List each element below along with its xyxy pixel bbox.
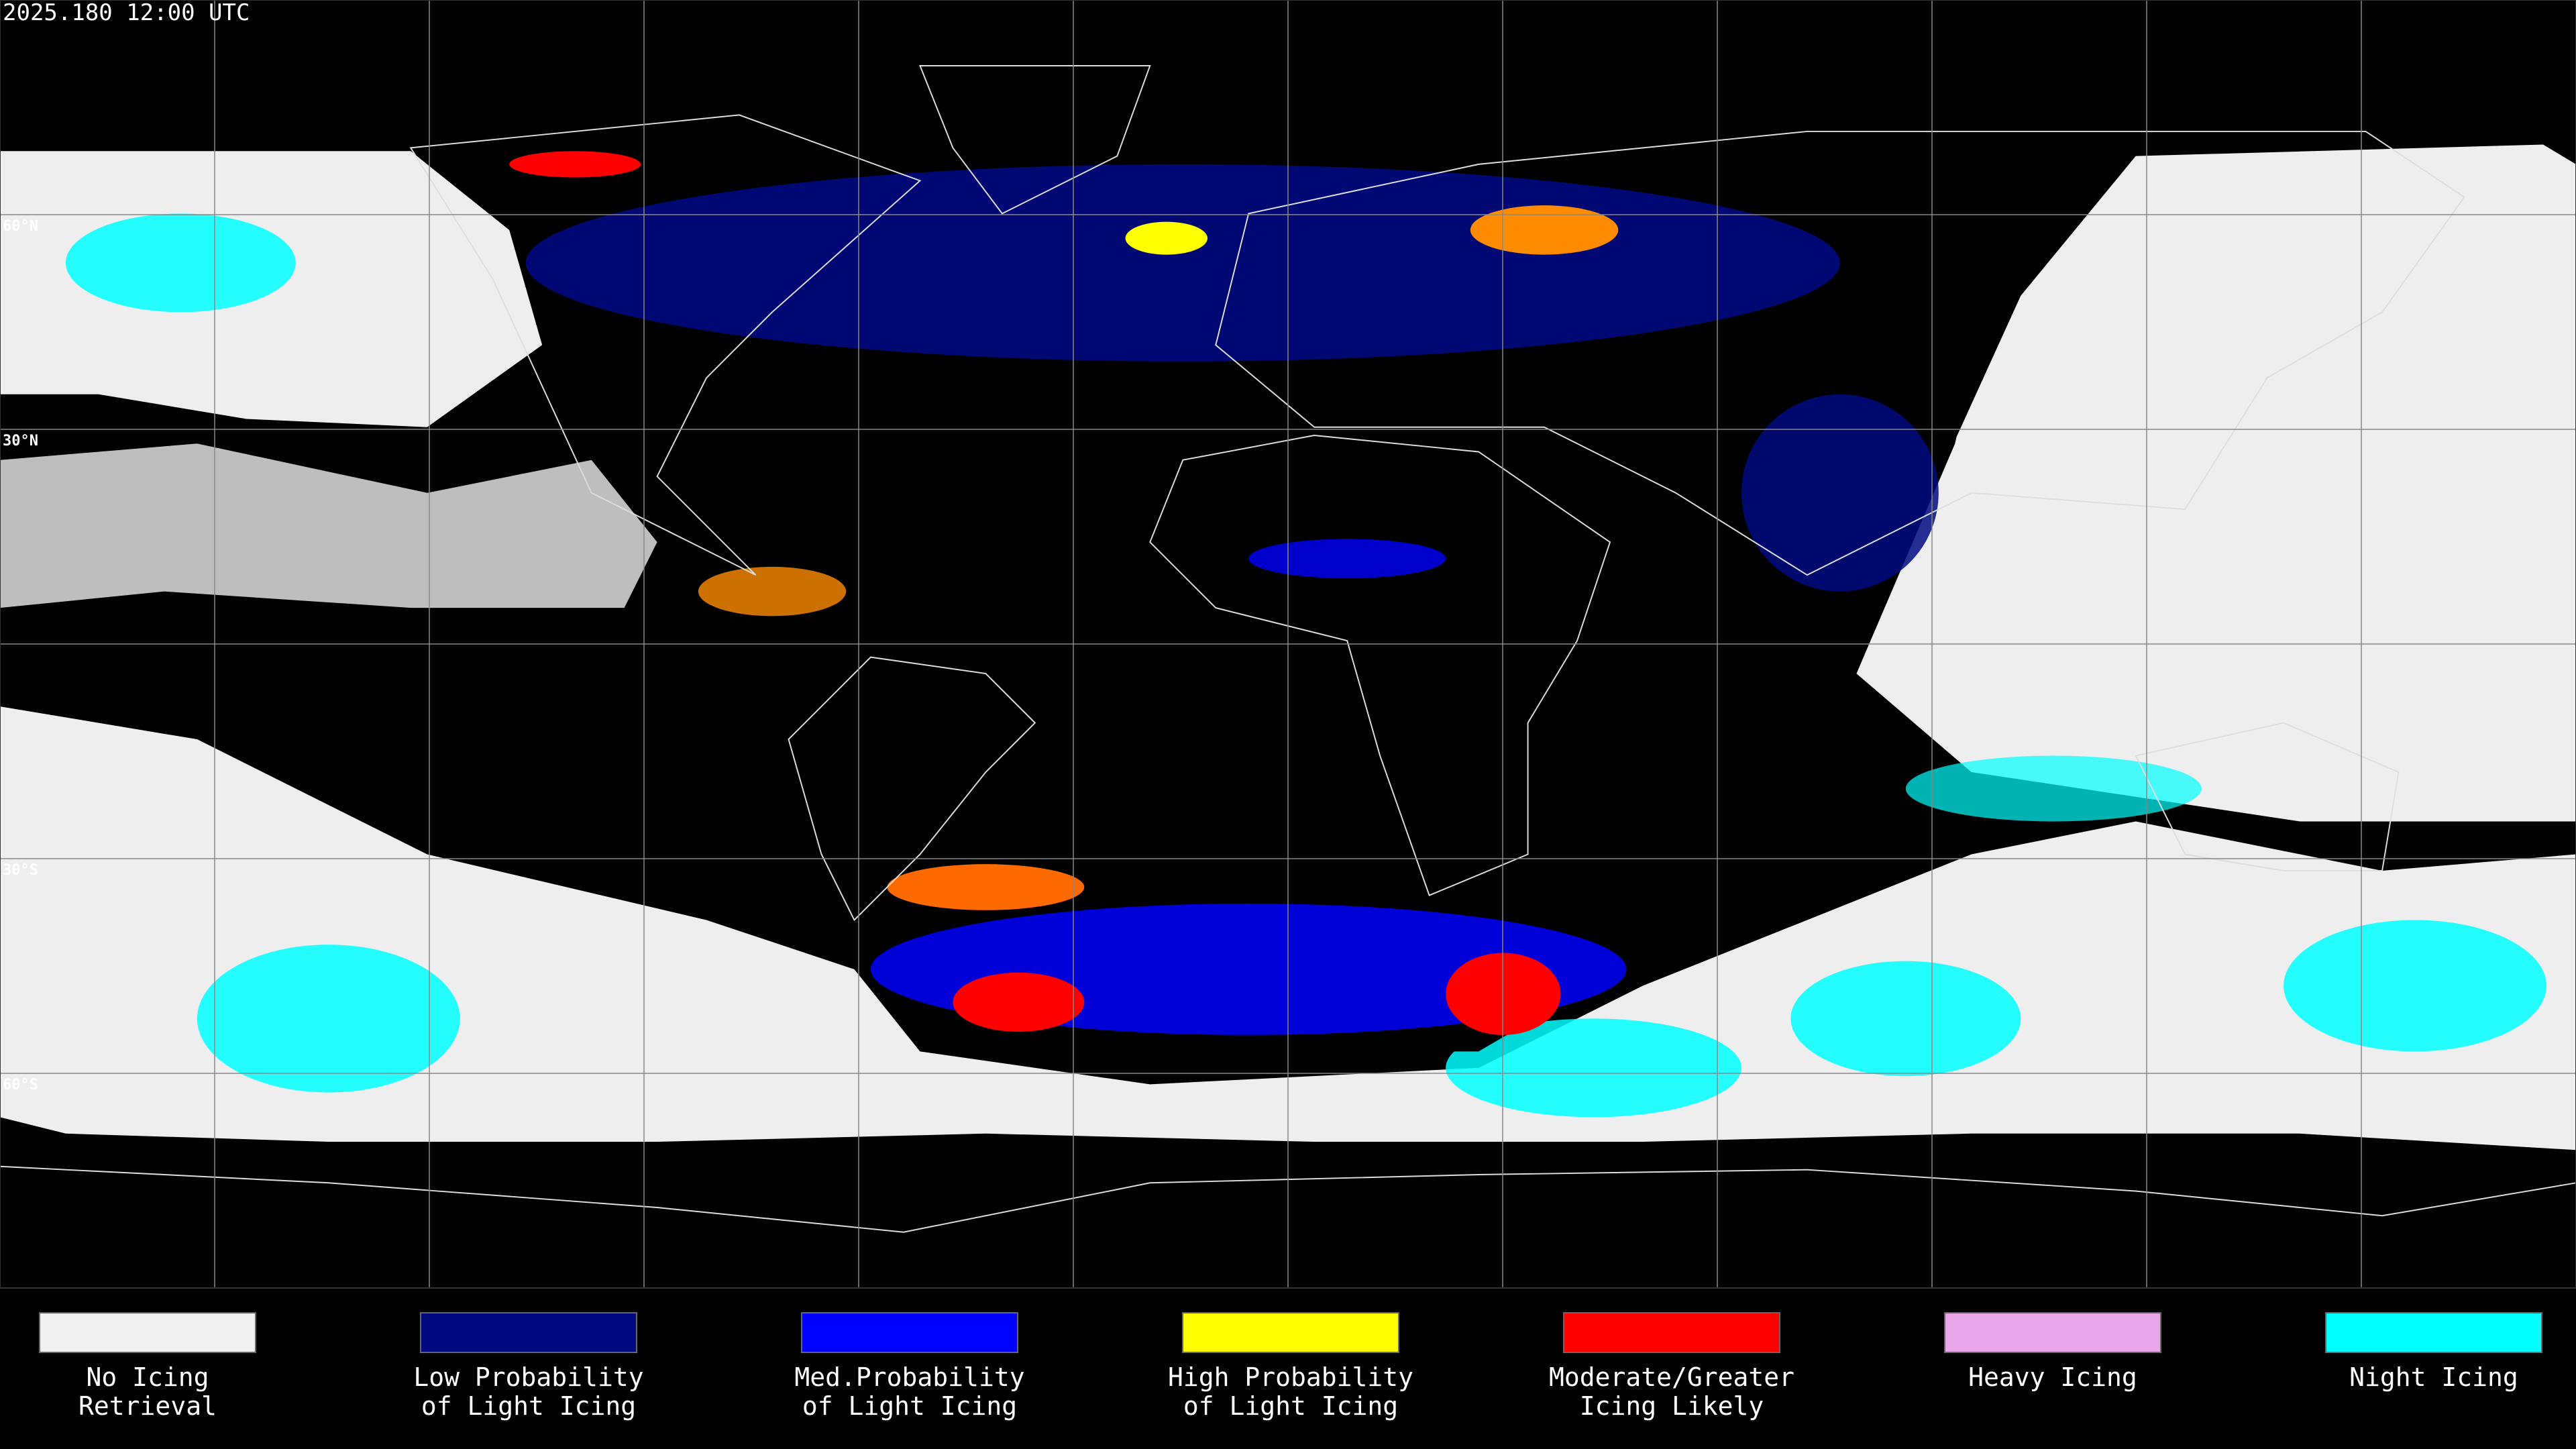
coastline bbox=[1149, 434, 1611, 897]
coastline bbox=[918, 64, 1151, 215]
legend-label: of Light Icing bbox=[1183, 1391, 1398, 1421]
map-border bbox=[0, 0, 2576, 1289]
legend-label: No Icing bbox=[86, 1362, 209, 1392]
night-icing bbox=[197, 945, 460, 1093]
night-icing bbox=[1446, 1018, 1741, 1118]
icing-area bbox=[509, 151, 641, 178]
legend-label: of Light Icing bbox=[802, 1391, 1017, 1421]
legend-swatch bbox=[1182, 1312, 1399, 1353]
legend-label: of Light Icing bbox=[421, 1391, 636, 1421]
lat-label: 30°N bbox=[3, 433, 38, 449]
icing-area bbox=[1248, 539, 1446, 579]
night-icing bbox=[2284, 920, 2546, 1052]
icing-area bbox=[1470, 205, 1619, 255]
coastline bbox=[409, 114, 922, 576]
cloud-field bbox=[0, 443, 657, 608]
coastline bbox=[1215, 130, 2465, 576]
legend-label: High Probability bbox=[1168, 1362, 1413, 1392]
legend-label: Icing Likely bbox=[1580, 1391, 1764, 1421]
icing-area bbox=[698, 566, 847, 616]
graticule: 60°N 30°N 30°S 60°S bbox=[0, 0, 2576, 1289]
legend-swatch bbox=[1944, 1312, 2161, 1353]
timestamp: 2025.180 12:00 UTC bbox=[3, 0, 250, 26]
icing-area bbox=[525, 164, 1840, 362]
legend-swatch bbox=[2325, 1312, 2542, 1353]
coastlines bbox=[0, 64, 2576, 1233]
legend-label: Med.Probability bbox=[794, 1362, 1024, 1392]
icing-area bbox=[1125, 221, 1208, 255]
legend-swatch bbox=[420, 1312, 637, 1353]
legend-label: Heavy Icing bbox=[1968, 1362, 2137, 1392]
night-icing bbox=[65, 213, 296, 313]
coastline bbox=[0, 1165, 2576, 1233]
legend-swatch bbox=[1563, 1312, 1780, 1353]
legend-swatch bbox=[801, 1312, 1018, 1353]
coastline bbox=[2135, 722, 2400, 871]
legend-swatch bbox=[39, 1312, 256, 1353]
day-disc bbox=[476, 144, 2021, 1052]
icing-area bbox=[1741, 394, 1939, 592]
legend-label: Retrieval bbox=[78, 1391, 217, 1421]
icing-area bbox=[1446, 953, 1561, 1035]
icing-area bbox=[953, 972, 1085, 1032]
night-icing bbox=[1905, 755, 2202, 822]
legend-label: Moderate/Greater bbox=[1549, 1362, 1794, 1392]
legend-label: Low Probability bbox=[413, 1362, 643, 1392]
icing-area bbox=[887, 864, 1085, 910]
lat-label: 30°S bbox=[3, 862, 38, 879]
lat-label: 60°N bbox=[3, 218, 38, 235]
night-icing bbox=[1790, 961, 2021, 1077]
legend-label: Night Icing bbox=[2349, 1362, 2518, 1392]
cloud-field bbox=[1856, 144, 2576, 822]
lat-label: 60°S bbox=[3, 1077, 38, 1093]
coastline bbox=[788, 656, 1036, 922]
